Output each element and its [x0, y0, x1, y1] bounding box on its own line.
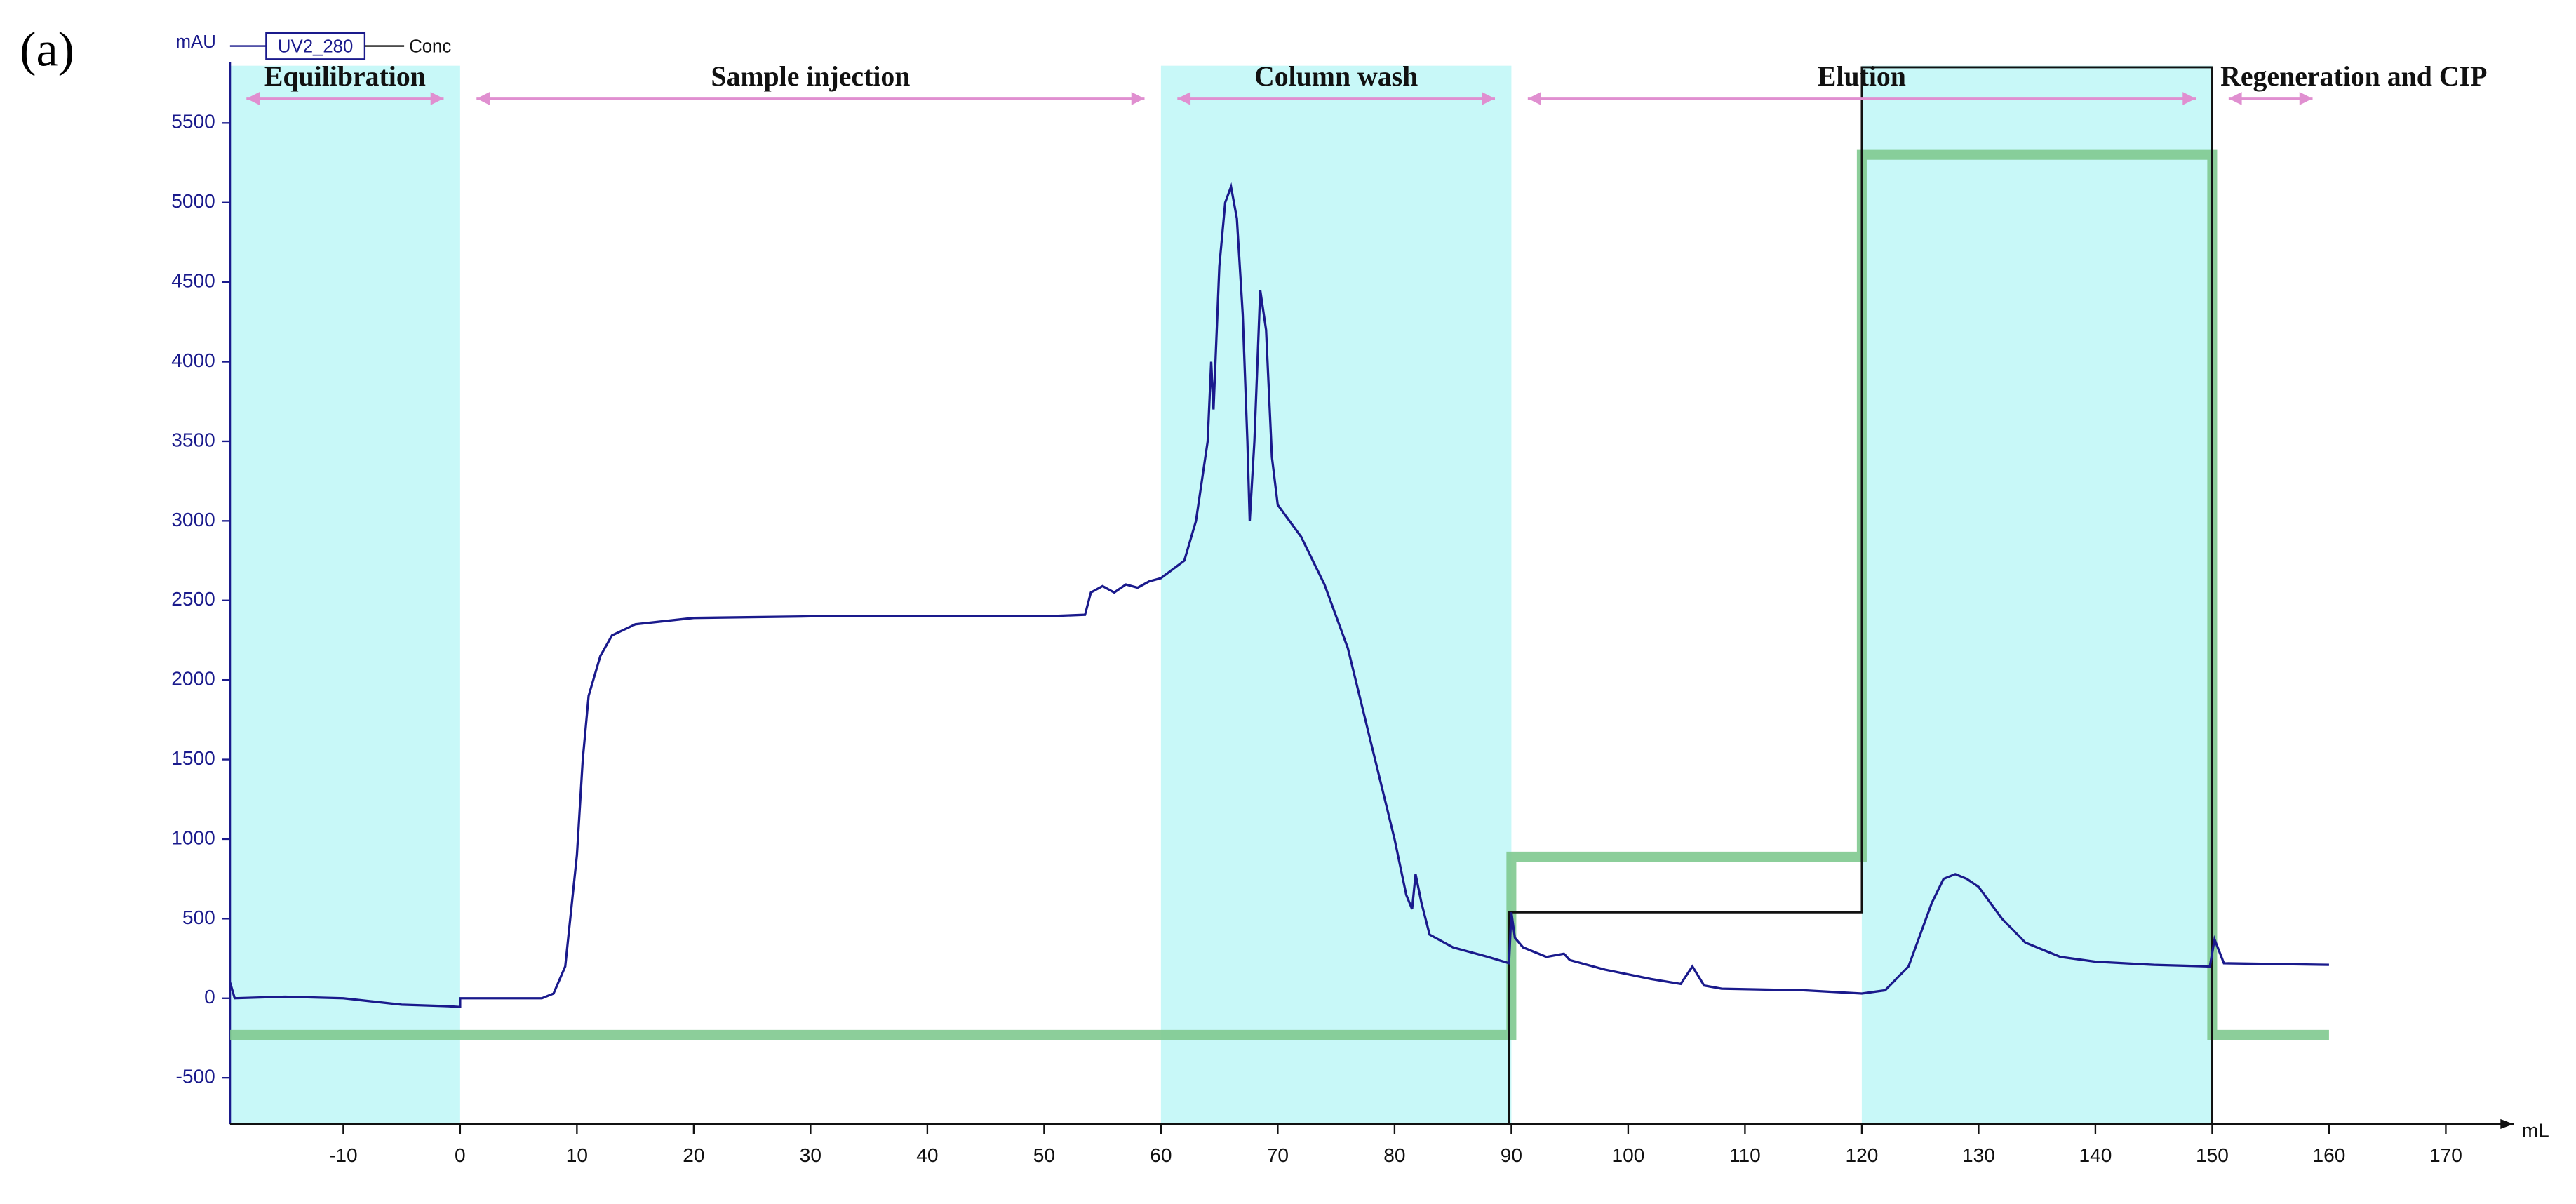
phase-label: Column wash: [1254, 61, 1418, 92]
x-tick-label: 100: [1611, 1144, 1644, 1166]
y-tick-label: 0: [204, 986, 215, 1008]
y-tick-label: -500: [176, 1066, 215, 1088]
x-tick-label: 10: [566, 1144, 588, 1166]
x-tick-label: 40: [916, 1144, 938, 1166]
x-tick-label: 90: [1501, 1144, 1522, 1166]
panel-label: (a): [20, 22, 74, 77]
y-tick-label: 4500: [171, 270, 215, 292]
y-tick-label: 2000: [171, 668, 215, 690]
y-tick-label: 4000: [171, 349, 215, 371]
x-tick-label: 150: [2196, 1144, 2229, 1166]
x-tick-label: 20: [683, 1144, 704, 1166]
x-tick-label: 80: [1383, 1144, 1405, 1166]
y-tick-label: 5500: [171, 111, 215, 133]
x-tick-label: 170: [2429, 1144, 2462, 1166]
y-tick-label: 500: [182, 907, 215, 928]
y-tick-label: 2500: [171, 588, 215, 610]
y-tick-label: 1500: [171, 747, 215, 769]
x-tick-label: 160: [2312, 1144, 2345, 1166]
y-tick-label: 3000: [171, 509, 215, 530]
phase-label: Sample injection: [711, 61, 910, 92]
x-tick-label: 110: [1729, 1144, 1761, 1166]
axis-arrow: [2500, 1118, 2514, 1129]
x-tick-label: 60: [1150, 1144, 1172, 1166]
x-tick-label: 140: [2079, 1144, 2112, 1166]
x-axis-label: mL: [2522, 1120, 2549, 1142]
x-tick-label: 50: [1033, 1144, 1055, 1166]
phase-shade: [1160, 65, 1512, 1124]
y-tick-label: 1000: [171, 827, 215, 848]
x-tick-label: 70: [1267, 1144, 1289, 1166]
phase-label: Equilibration: [264, 61, 426, 92]
phase-shade: [229, 65, 460, 1124]
y-tick-label: 5000: [171, 190, 215, 212]
x-tick-label: -10: [329, 1144, 358, 1166]
x-tick-label: 30: [800, 1144, 821, 1166]
phase-label: Regeneration and CIP: [2220, 61, 2487, 92]
series-line: [229, 182, 2329, 1008]
y-tick-label: 3500: [171, 429, 215, 450]
legend-label: Conc: [409, 37, 451, 57]
x-tick-label: 0: [455, 1144, 466, 1166]
phase-label: Elution: [1818, 61, 1906, 92]
x-tick-label: 130: [1962, 1144, 1995, 1166]
shading-layer: [229, 65, 2213, 1124]
legend-label: UV2_280: [278, 37, 353, 57]
y-axis-label: mAU: [176, 32, 216, 52]
x-tick-label: 120: [1845, 1144, 1878, 1166]
